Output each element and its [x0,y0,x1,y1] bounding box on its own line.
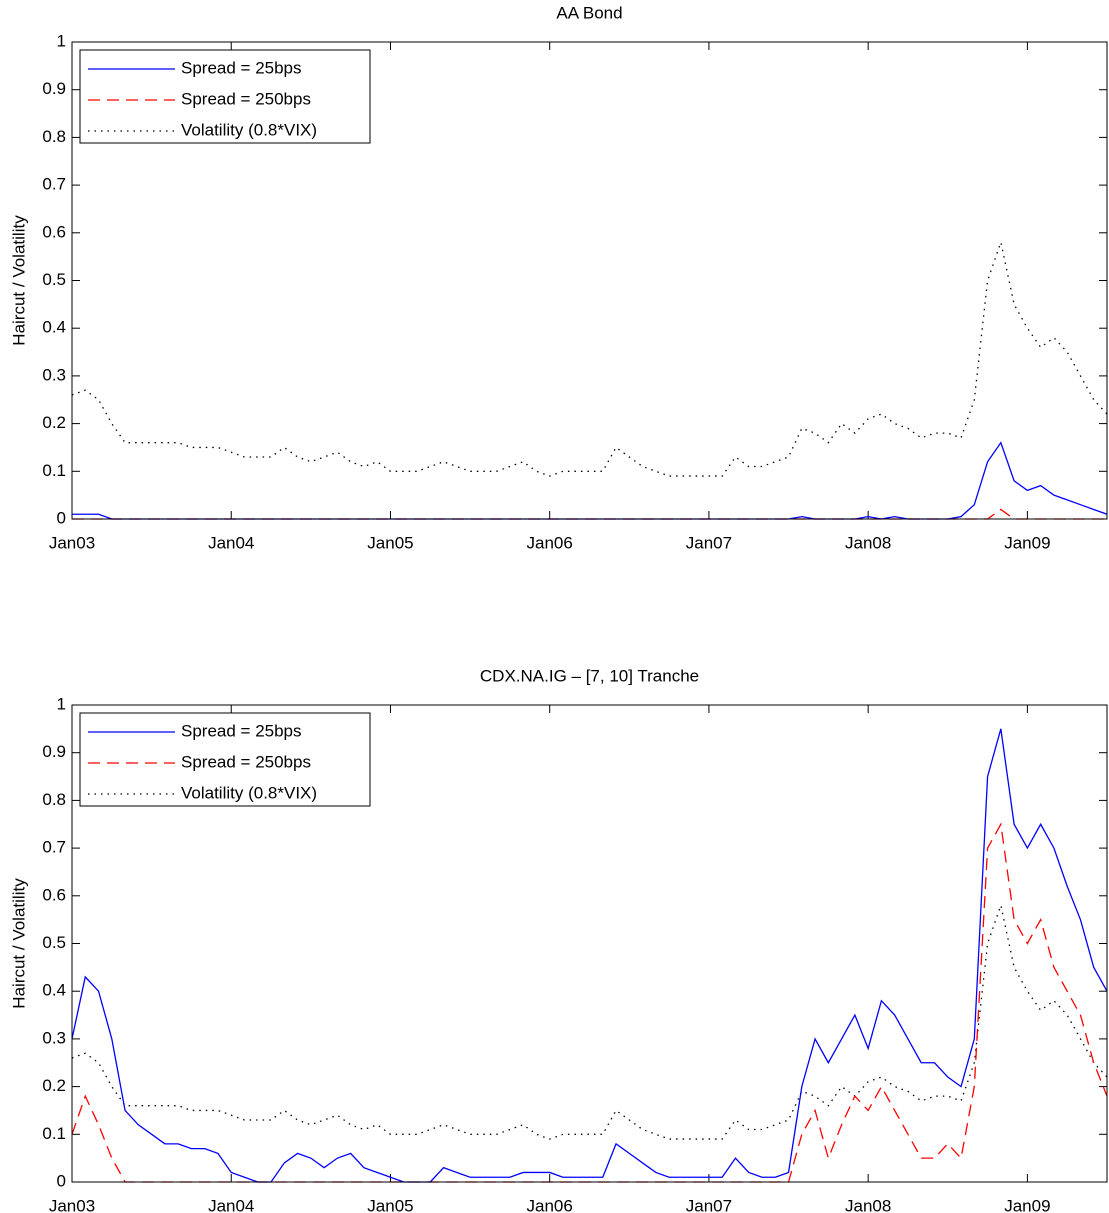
x-tick-label: Jan08 [845,533,891,552]
axes-box [71,704,1108,1183]
series-line [72,728,1107,1183]
x-tick-label: Jan06 [527,1196,573,1213]
axes-box [71,41,1108,520]
x-tick-label: Jan07 [686,533,732,552]
chart-title: AA Bond [556,3,622,22]
x-tick-label: Jan05 [367,1196,413,1213]
legend-label: Spread = 25bps [181,58,302,77]
series-line [72,902,1107,1140]
x-tick-label: Jan04 [208,533,254,552]
legend-label: Spread = 250bps [181,752,311,771]
x-tick-label: Jan07 [686,1196,732,1213]
legend-box [79,49,371,144]
y-tick-label: 1 [57,694,66,713]
y-tick-label: 0.4 [42,318,66,337]
legend-label: Spread = 250bps [181,89,311,108]
x-tick-label: Jan06 [527,533,573,552]
y-tick-label: 0.1 [42,461,66,480]
legend-label: Spread = 25bps [181,721,302,740]
x-tick-label: Jan05 [367,533,413,552]
x-tick-label: Jan09 [1004,533,1050,552]
x-tick-label: Jan03 [49,533,95,552]
y-tick-label: 0.6 [42,885,66,904]
y-axis-label: Haircut / Volatility [9,215,28,346]
legend-label: Volatility (0.8*VIX) [181,783,317,802]
y-tick-label: 0.1 [42,1124,66,1143]
y-tick-label: 0.6 [42,222,66,241]
y-tick-label: 0.3 [42,1028,66,1047]
x-tick-label: Jan08 [845,1196,891,1213]
y-tick-label: 0.3 [42,365,66,384]
y-tick-label: 0.2 [42,413,66,432]
y-tick-label: 0.7 [42,838,66,857]
y-tick-label: 0.5 [42,933,66,952]
series-line [72,239,1107,477]
y-tick-label: 0.2 [42,1076,66,1095]
y-tick-label: 0.9 [42,742,66,761]
y-tick-label: 0 [57,1171,66,1190]
y-tick-label: 0.7 [42,175,66,194]
y-axis-label: Haircut / Volatility [9,878,28,1009]
x-tick-label: Jan04 [208,1196,254,1213]
x-tick-label: Jan03 [49,1196,95,1213]
y-tick-label: 1 [57,31,66,50]
y-tick-label: 0 [57,508,66,527]
legend-label: Volatility (0.8*VIX) [181,120,317,139]
y-tick-label: 0.8 [42,127,66,146]
chart-title: CDX.NA.IG – [7, 10] Tranche [480,666,699,685]
x-tick-label: Jan09 [1004,1196,1050,1213]
y-tick-label: 0.9 [42,79,66,98]
y-tick-label: 0.8 [42,790,66,809]
y-tick-label: 0.4 [42,981,66,1000]
y-tick-label: 0.5 [42,270,66,289]
legend-box [79,712,371,807]
